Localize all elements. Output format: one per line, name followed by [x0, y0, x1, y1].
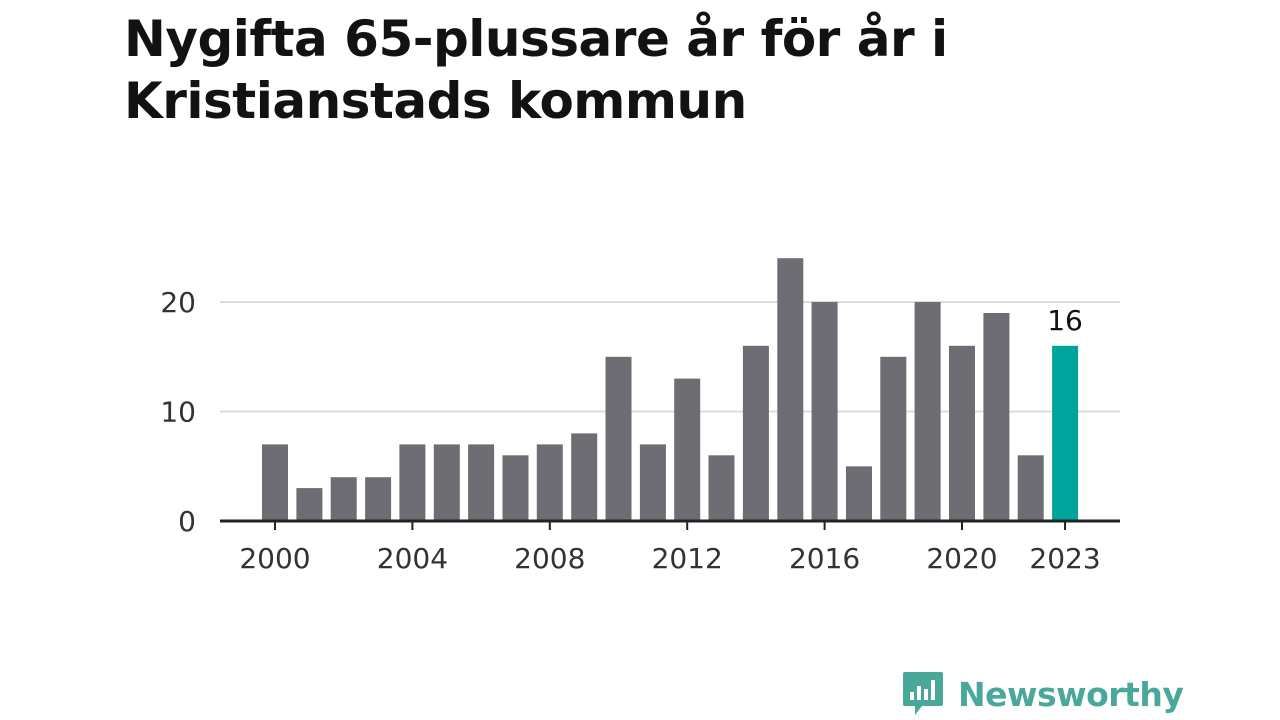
x-tick-label: 2004: [377, 542, 448, 575]
chart-title: Nygifta 65-plussare år för år i Kristian…: [124, 10, 948, 130]
bar-2020[interactable]: [949, 345, 975, 521]
x-tick-label: 2016: [789, 542, 860, 575]
y-tick-label: 10: [160, 396, 196, 429]
bar-2003[interactable]: [365, 477, 392, 521]
bar-2017[interactable]: [846, 466, 872, 522]
bar-2007[interactable]: [502, 455, 529, 521]
bar-2012[interactable]: [674, 378, 701, 521]
bar-2019[interactable]: [914, 302, 941, 521]
x-tick-label: 2012: [652, 542, 723, 575]
bars: [262, 258, 1079, 522]
newsworthy-logo-icon: [903, 672, 943, 715]
bar-2015[interactable]: [777, 258, 804, 521]
axes: [220, 519, 1120, 530]
bar-2010[interactable]: [605, 356, 632, 522]
x-tick-label: 2000: [239, 542, 310, 575]
bar-2001[interactable]: [296, 488, 323, 521]
bar-2006[interactable]: [468, 444, 495, 521]
bar-value-label: 16: [1047, 304, 1083, 337]
bar-2004[interactable]: [399, 444, 426, 521]
bar-2000[interactable]: [262, 444, 288, 521]
x-tick-label: 2008: [514, 542, 585, 575]
bar-2022[interactable]: [1017, 455, 1044, 521]
brand-logo[interactable]: Newsworthy: [902, 670, 1184, 718]
x-tick-label: 2020: [926, 542, 997, 575]
x-tick-label: 2023: [1029, 542, 1100, 575]
bar-2018[interactable]: [880, 356, 907, 522]
bar-2013[interactable]: [708, 455, 735, 521]
bar-2009[interactable]: [571, 433, 598, 521]
bar-2016[interactable]: [811, 302, 838, 521]
bar-2008[interactable]: [536, 444, 563, 521]
brand-name: Newsworthy: [958, 674, 1184, 714]
y-tick-label: 20: [160, 286, 196, 319]
bar-2021[interactable]: [983, 313, 1010, 521]
bar-2005[interactable]: [433, 444, 460, 521]
bar-2011[interactable]: [639, 444, 666, 521]
bar-2023[interactable]: [1052, 345, 1079, 521]
bar-2014[interactable]: [742, 345, 769, 521]
bar-2002[interactable]: [330, 477, 357, 521]
y-tick-label: 0: [178, 505, 196, 538]
